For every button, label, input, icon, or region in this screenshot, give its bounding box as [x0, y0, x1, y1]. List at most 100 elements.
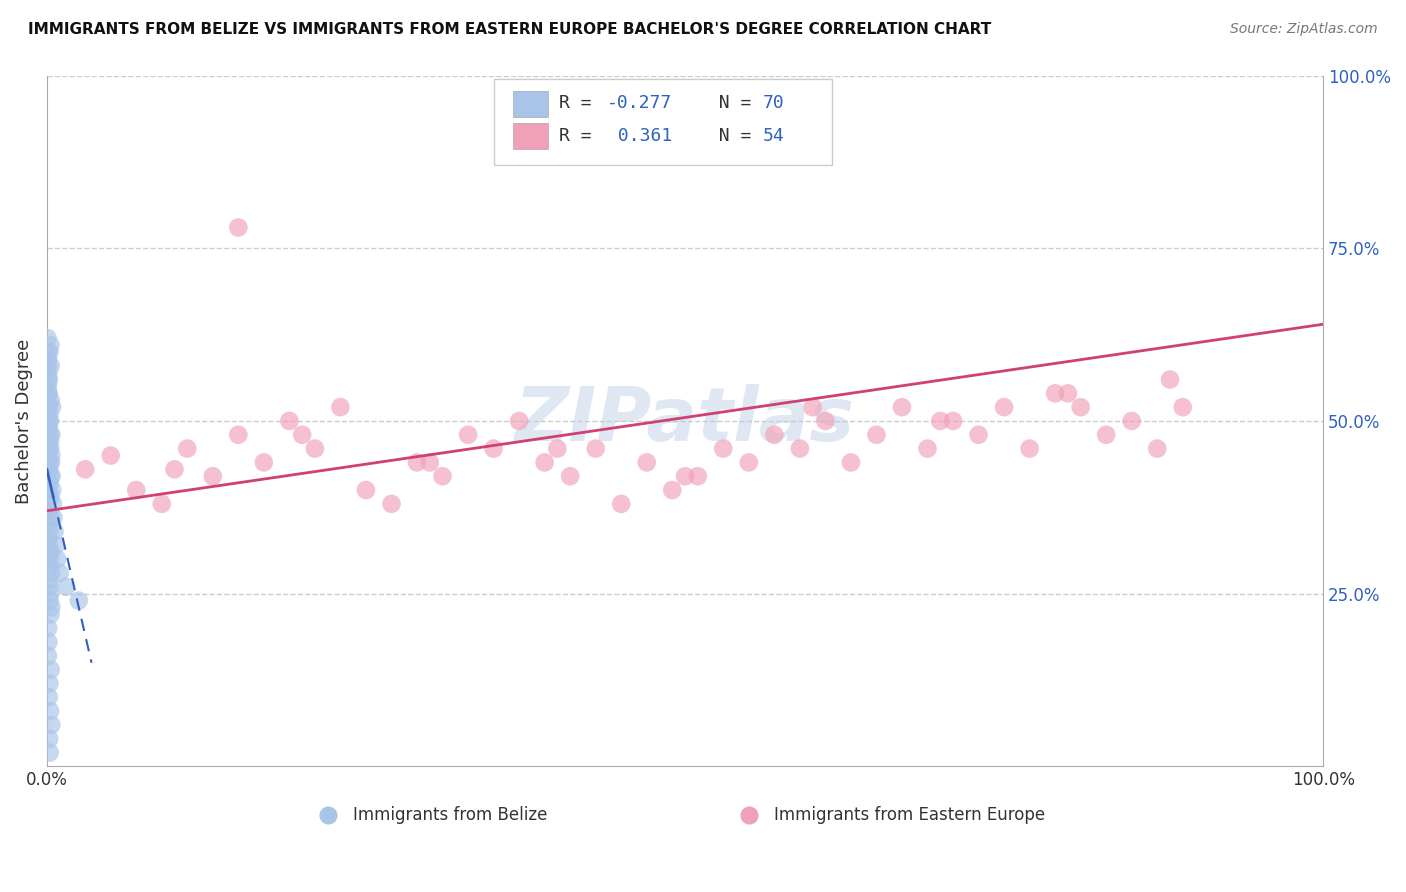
Point: [380, 497, 402, 511]
Point: [801, 400, 824, 414]
Point: [419, 455, 441, 469]
Point: [38, 427, 60, 442]
Point: [329, 400, 352, 414]
Point: [291, 427, 314, 442]
Point: [228, 427, 250, 442]
Point: [865, 427, 887, 442]
Point: [39, 455, 62, 469]
Point: [891, 400, 914, 414]
Point: [661, 483, 683, 497]
Point: [789, 442, 811, 456]
Point: [42, 510, 65, 524]
Point: [37, 351, 59, 366]
Point: [585, 442, 607, 456]
Point: [41, 449, 63, 463]
Point: [546, 442, 568, 456]
Point: [37, 331, 59, 345]
Point: [253, 455, 276, 469]
Point: [1057, 386, 1080, 401]
Point: [38, 746, 60, 760]
Point: [39, 704, 62, 718]
Point: [38, 580, 60, 594]
Point: [39, 545, 62, 559]
Text: 0.361: 0.361: [607, 128, 672, 145]
Point: [150, 497, 173, 511]
Point: [201, 469, 224, 483]
Point: [39, 552, 62, 566]
Point: [38, 476, 60, 491]
Point: [457, 427, 479, 442]
Point: [1121, 414, 1143, 428]
Point: [39, 434, 62, 449]
Text: Immigrants from Eastern Europe: Immigrants from Eastern Europe: [775, 805, 1046, 824]
Point: [39, 490, 62, 504]
Point: [1146, 442, 1168, 456]
Point: [41, 600, 63, 615]
Point: [39, 338, 62, 352]
Point: [38, 407, 60, 421]
Point: [39, 359, 62, 373]
Text: N =: N =: [696, 95, 762, 112]
Point: [354, 483, 377, 497]
Point: [41, 427, 63, 442]
Point: [38, 421, 60, 435]
Text: ZIPatlas: ZIPatlas: [515, 384, 855, 458]
Point: [1171, 400, 1194, 414]
Point: [38, 386, 60, 401]
Point: [814, 414, 837, 428]
Point: [39, 469, 62, 483]
FancyBboxPatch shape: [513, 91, 548, 117]
Point: [37, 497, 59, 511]
Point: [37, 344, 59, 359]
Point: [44, 524, 66, 539]
Point: [37, 532, 59, 546]
Point: [482, 442, 505, 456]
Point: [278, 414, 301, 428]
Point: [38, 538, 60, 552]
Point: [37, 517, 59, 532]
Point: [163, 462, 186, 476]
Point: [228, 220, 250, 235]
Point: [38, 524, 60, 539]
Text: N =: N =: [696, 128, 762, 145]
Point: [673, 469, 696, 483]
Point: [42, 497, 65, 511]
Point: [1043, 386, 1066, 401]
Point: [1095, 427, 1118, 442]
Point: [38, 400, 60, 414]
Point: [41, 400, 63, 414]
Point: [37, 386, 59, 401]
Point: [610, 497, 633, 511]
Point: [304, 442, 326, 456]
Point: [917, 442, 939, 456]
Point: [38, 676, 60, 690]
Text: Immigrants from Belize: Immigrants from Belize: [353, 805, 547, 824]
Point: [39, 607, 62, 622]
Point: [39, 663, 62, 677]
Text: 54: 54: [763, 128, 785, 145]
Point: [176, 442, 198, 456]
Point: [39, 587, 62, 601]
Point: [38, 462, 60, 476]
Point: [37, 379, 59, 393]
Point: [38, 559, 60, 574]
Point: [929, 414, 952, 428]
Text: -0.277: -0.277: [607, 95, 672, 112]
Text: 70: 70: [763, 95, 785, 112]
Point: [39, 510, 62, 524]
Point: [686, 469, 709, 483]
Text: R =: R =: [558, 128, 602, 145]
Point: [39, 442, 62, 456]
Point: [67, 593, 90, 607]
Point: [560, 469, 582, 483]
Point: [41, 469, 63, 483]
Point: [48, 566, 70, 580]
Point: [38, 593, 60, 607]
Point: [38, 344, 60, 359]
Point: [993, 400, 1015, 414]
Point: [738, 455, 761, 469]
Point: [636, 455, 658, 469]
Point: [1070, 400, 1092, 414]
Point: [37, 366, 59, 380]
Point: [37, 483, 59, 497]
